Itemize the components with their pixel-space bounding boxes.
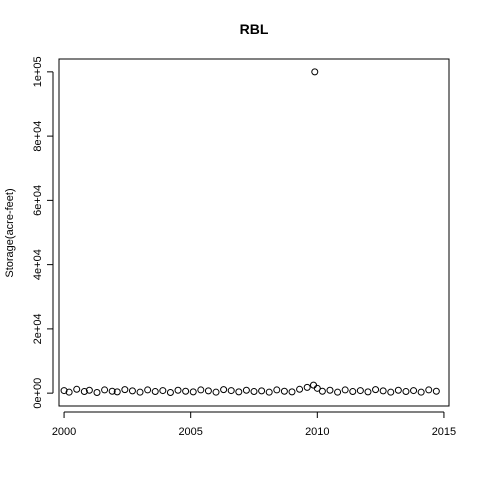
- data-point: [80, 388, 88, 396]
- data-point: [318, 387, 326, 395]
- data-point: [341, 386, 349, 394]
- data-point: [356, 387, 364, 395]
- data-point: [108, 387, 116, 395]
- data-point: [85, 386, 93, 394]
- data-point: [189, 388, 197, 396]
- data-point: [144, 386, 152, 394]
- data-point: [121, 386, 129, 394]
- data-point: [379, 387, 387, 395]
- data-point: [220, 386, 228, 394]
- data-point: [258, 387, 266, 395]
- data-point: [364, 388, 372, 396]
- data-point: [313, 384, 321, 392]
- data-point: [128, 387, 136, 395]
- data-point: [425, 386, 433, 394]
- data-point: [227, 387, 235, 395]
- x-axis: 2000 2005 2010 2015: [52, 411, 456, 438]
- y-tick-label: 2e+04: [32, 313, 44, 344]
- data-point: [432, 387, 440, 395]
- x-tick-label: 2015: [432, 426, 456, 438]
- y-tick-label: 0e+00: [32, 378, 44, 409]
- data-point: [60, 387, 68, 395]
- data-point: [394, 386, 402, 394]
- y-tick-label: 4e+04: [32, 249, 44, 280]
- data-point: [182, 387, 190, 395]
- data-point: [296, 385, 304, 393]
- data-point: [349, 388, 357, 396]
- y-axis-label: Storage(acre-feet): [4, 188, 16, 277]
- data-point: [311, 68, 319, 76]
- data-points: [60, 68, 440, 397]
- data-point: [93, 389, 101, 397]
- data-point: [65, 388, 73, 396]
- data-point: [151, 388, 159, 396]
- y-tick-label: 1e+05: [32, 56, 44, 87]
- data-point: [159, 387, 167, 395]
- data-point: [334, 388, 342, 396]
- x-tick-label: 2010: [305, 426, 329, 438]
- x-tick-label: 2005: [178, 426, 202, 438]
- data-point: [197, 386, 205, 394]
- data-point: [73, 385, 81, 393]
- data-point: [280, 387, 288, 395]
- data-point: [387, 388, 395, 396]
- data-point: [101, 386, 109, 394]
- data-point: [417, 388, 425, 396]
- x-tick-label: 2000: [52, 426, 76, 438]
- data-point: [235, 388, 243, 396]
- data-point: [273, 386, 281, 394]
- data-point: [250, 388, 258, 396]
- y-tick-label: 8e+04: [32, 121, 44, 152]
- data-point: [136, 388, 144, 396]
- data-point: [303, 383, 311, 391]
- data-point: [410, 387, 418, 395]
- data-point: [242, 386, 250, 394]
- plot-frame: [58, 58, 450, 407]
- data-point: [265, 388, 273, 396]
- data-point: [212, 388, 220, 396]
- y-tick-label: 6e+04: [32, 185, 44, 216]
- data-point: [288, 388, 296, 396]
- y-axis: 0e+00 2e+04 4e+04 6e+04 8e+04 1e+05: [32, 56, 54, 409]
- data-point: [372, 386, 380, 394]
- data-point: [174, 386, 182, 394]
- chart-title: RBL: [240, 21, 269, 37]
- data-point: [166, 389, 174, 397]
- data-point: [113, 388, 121, 396]
- data-point: [204, 387, 212, 395]
- data-point: [326, 386, 334, 394]
- data-point: [402, 388, 410, 396]
